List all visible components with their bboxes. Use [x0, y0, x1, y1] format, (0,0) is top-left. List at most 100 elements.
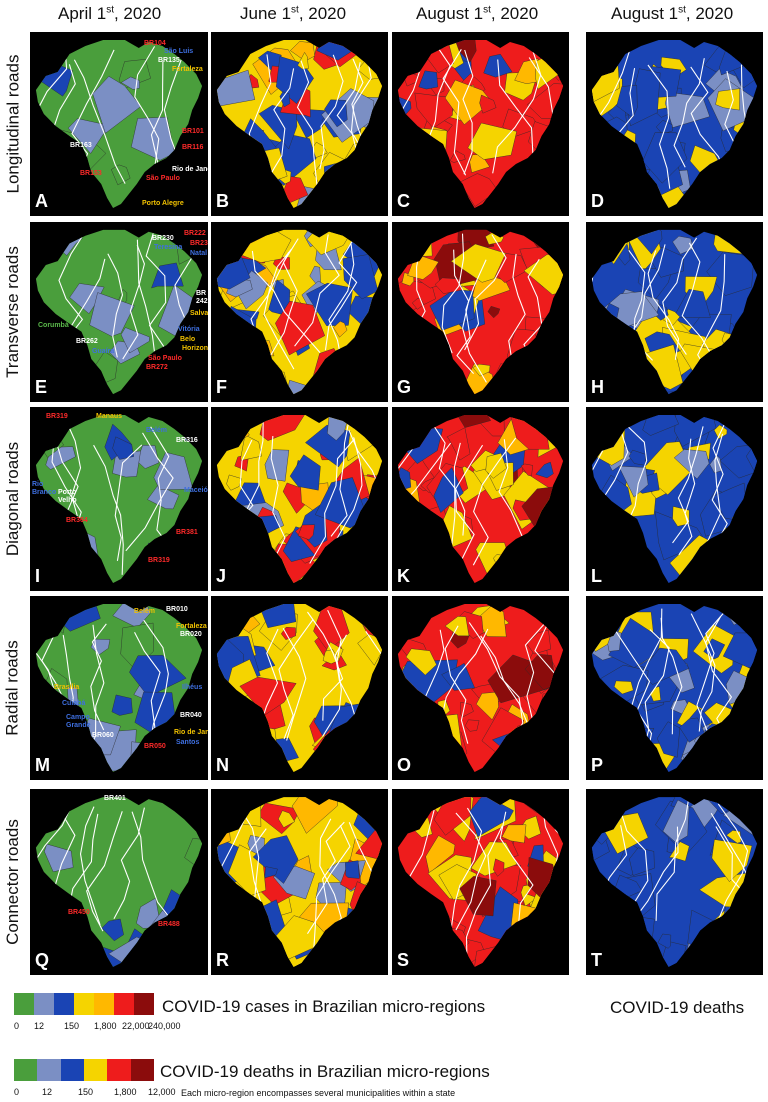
micro-region: [476, 604, 507, 638]
micro-region: [674, 289, 711, 318]
micro-region: [547, 383, 564, 395]
micro-region: [459, 173, 499, 207]
road-line: [623, 423, 648, 531]
header-year: , 2020: [113, 4, 162, 23]
micro-region: [628, 449, 646, 466]
annotation-label: Grande: [66, 722, 91, 729]
micro-region: [415, 713, 463, 761]
cases-tick: 240,000: [148, 1021, 181, 1031]
road-line: [508, 253, 526, 370]
row-label-text: Radial roads: [3, 640, 23, 736]
brazil-map: [216, 229, 383, 395]
annotation-label: BR101: [182, 128, 204, 135]
brazil-map: [216, 797, 383, 967]
annotation-label: São Paulo: [146, 175, 180, 182]
road-line: [465, 825, 503, 962]
micro-region: [101, 918, 124, 942]
micro-region: [120, 327, 150, 354]
deaths-tick: 12: [42, 1087, 53, 1097]
cases-legend-ticks: 0 12 150 1,800 22,000 240,000: [14, 1021, 194, 1033]
road-line: [690, 613, 716, 732]
micro-region: [540, 549, 556, 563]
micro-region: [545, 321, 561, 343]
micro-region: [500, 563, 538, 583]
micro-region: [611, 522, 630, 541]
micro-region: [674, 415, 717, 447]
legend-swatch: [37, 1059, 61, 1081]
road-line: [655, 800, 689, 921]
micro-region: [224, 41, 246, 61]
map-panel-g: G: [392, 222, 569, 402]
panel-letter: C: [397, 191, 410, 211]
micro-region: [275, 300, 326, 356]
road-line: [73, 59, 126, 184]
micro-region: [252, 835, 299, 884]
micro-region: [545, 700, 564, 717]
road-line: [145, 233, 167, 349]
column-header-june: June 1st, 2020: [240, 4, 346, 24]
panel-letter: P: [591, 755, 604, 775]
road-line: [472, 437, 517, 566]
micro-region: [424, 166, 440, 185]
panel-letter: T: [591, 950, 602, 970]
brazil-map: [216, 604, 383, 772]
annotation-label: BR319: [46, 413, 68, 420]
legend-swatch: [34, 993, 54, 1015]
annotation-label: BR135: [158, 57, 180, 64]
micro-region: [459, 876, 497, 917]
road-line: [269, 68, 295, 177]
annotation-label: BR050: [144, 743, 166, 750]
micro-region: [605, 901, 628, 932]
micro-region: [689, 567, 717, 583]
micro-region: [691, 750, 723, 772]
brazil-map: [591, 40, 758, 208]
micro-region: [397, 694, 433, 741]
micro-region: [672, 506, 690, 527]
road-line: [660, 617, 683, 735]
panel-letter: O: [397, 755, 412, 775]
micro-region: [231, 550, 259, 583]
micro-region: [259, 604, 297, 629]
micro-region: [397, 232, 418, 260]
road-line: [278, 619, 314, 740]
road-line: [122, 244, 145, 360]
map-panel-a: A BR104 São Luis BR135 Fortaleza BR101 B…: [30, 32, 208, 216]
micro-region: [520, 463, 533, 477]
road-line: [641, 629, 670, 757]
legend-swatch: [83, 1059, 108, 1081]
annotation-label: Vitória: [178, 326, 200, 333]
road-line: [697, 254, 726, 380]
row-label-longitudinal: Longitudinal roads: [0, 32, 26, 216]
road-line: [79, 806, 101, 926]
header-month: August 1: [611, 4, 679, 23]
annotation-label: BR222: [184, 230, 206, 237]
micro-region: [397, 127, 448, 180]
annotation-label: BR364: [66, 517, 88, 524]
road-line: [328, 242, 355, 369]
annotation-label: Fortaleza: [172, 66, 203, 73]
micro-region: [700, 741, 721, 763]
road-line: [450, 807, 483, 930]
micro-region: [742, 40, 758, 61]
legend-swatch: [54, 993, 74, 1015]
micro-region: [494, 363, 527, 395]
micro-region: [734, 331, 758, 357]
legend-swatch: [134, 993, 154, 1015]
micro-region: [420, 145, 447, 176]
micro-region: [338, 350, 371, 383]
road-line: [114, 444, 143, 561]
road-line: [319, 54, 344, 170]
micro-region: [541, 692, 556, 704]
micro-region: [627, 373, 662, 395]
cases-legend-title: COVID-19 cases in Brazilian micro-region…: [162, 997, 486, 1016]
annotation-label: Rio de Janeiro: [174, 729, 208, 736]
road-line: [86, 811, 123, 932]
micro-region: [606, 328, 634, 351]
micro-region: [469, 797, 514, 838]
micro-region: [239, 676, 297, 716]
panel-letter: G: [397, 377, 412, 397]
map-panel-f: F: [211, 222, 388, 402]
micro-region: [523, 934, 564, 967]
deaths-tick: 1,800: [114, 1087, 137, 1097]
map-panel-p: P: [586, 596, 763, 780]
